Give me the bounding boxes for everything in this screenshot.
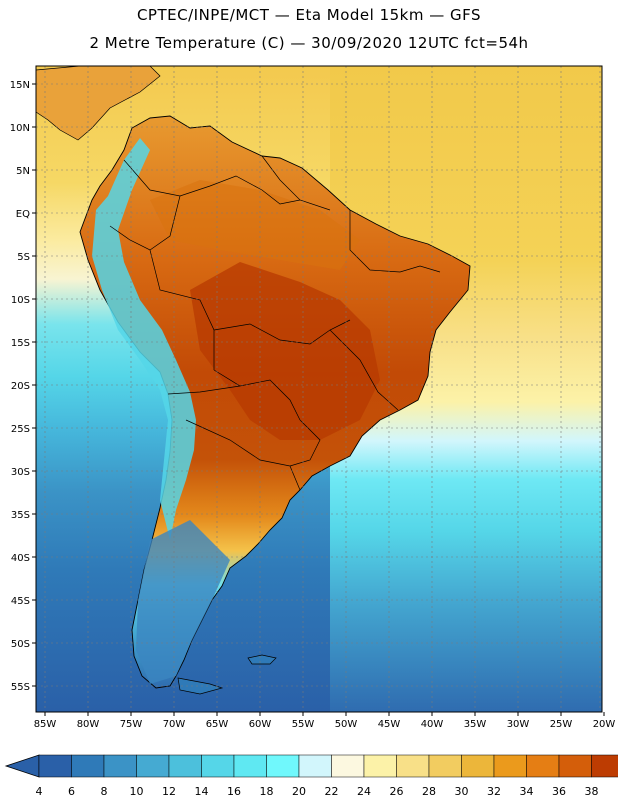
colorbar-swatch: [266, 754, 300, 778]
andes-cold-strip: [92, 138, 196, 540]
lat-tick-label: 50S: [11, 639, 30, 650]
colorbar-swatch: [71, 754, 105, 778]
colorbar-label: 16: [227, 785, 241, 798]
plot-frame: [35, 65, 603, 713]
lon-tick-label: 45W: [378, 719, 401, 730]
colorbar-label: 12: [162, 785, 176, 798]
colorbar-swatch: [396, 754, 430, 778]
longitude-ticks: 85W 80W 75W 70W 65W 60W 55W 50W 45W 40W 35W 30W 25W 2…: [34, 712, 616, 730]
colorbar-swatch: [363, 754, 397, 778]
lat-tick-label: 20S: [11, 381, 30, 392]
colorbar-swatch: [461, 754, 495, 778]
lat-tick-label: 25S: [11, 424, 30, 435]
lat-tick-label: 35S: [11, 510, 30, 521]
colorbar-label: 34: [520, 785, 534, 798]
lat-tick-label: 10N: [10, 123, 30, 134]
lon-tick-label: 85W: [34, 719, 57, 730]
lat-tick-label: 55S: [11, 682, 30, 693]
colorbar-swatch: [136, 754, 170, 778]
lon-tick-label: 40W: [421, 719, 444, 730]
lat-tick-label: 5S: [17, 252, 30, 263]
latitude-ticks: 15N 10N 5N EQ 5S 10S 15S 20S 25S 30S 35S 40S 45S 50S 5…: [10, 80, 36, 693]
colorbar-label: 18: [260, 785, 274, 798]
lon-tick-label: 30W: [507, 719, 530, 730]
map-subtitle: 2 Metre Temperature (C) — 30/09/2020 12U…: [89, 34, 529, 52]
colorbar-swatch: [201, 754, 235, 778]
lat-tick-label: 40S: [11, 553, 30, 564]
lat-tick-label: 30S: [11, 467, 30, 478]
colorbar-label: 38: [585, 785, 599, 798]
falkland-islands: [247, 654, 277, 665]
lat-tick-label: 10S: [11, 295, 30, 306]
lon-tick-label: 65W: [206, 719, 229, 730]
colorbar-swatch: [168, 754, 202, 778]
colorbar-label: 30: [455, 785, 469, 798]
colorbar-swatch: [331, 754, 365, 778]
map-title: CPTEC/INPE/MCT — Eta Model 15km — GFS: [136, 6, 482, 24]
lon-tick-label: 25W: [550, 719, 573, 730]
colorbar-label: 24: [357, 785, 371, 798]
lat-tick-label: 15S: [11, 338, 30, 349]
tierra-del-fuego: [177, 677, 224, 695]
patagonia-cold: [136, 520, 230, 684]
colorbar-swatch: [558, 754, 592, 778]
colorbar-swatch: [493, 754, 527, 778]
lon-tick-label: 35W: [464, 719, 487, 730]
lon-tick-label: 50W: [335, 719, 358, 730]
graticule: [36, 66, 602, 712]
colorbar-low-arrow: [4, 754, 40, 778]
hot-core-region: [190, 262, 380, 440]
lon-tick-label: 70W: [163, 719, 186, 730]
colorbar-label: 20: [292, 785, 306, 798]
lon-tick-label: 75W: [120, 719, 143, 730]
colorbar-label: 14: [195, 785, 209, 798]
lon-tick-label: 60W: [249, 719, 272, 730]
colorbar-label: 6: [68, 785, 75, 798]
country-borders: [109, 155, 441, 491]
lat-tick-label: 45S: [11, 596, 30, 607]
colorbar-label: 28: [422, 785, 436, 798]
colorbar-swatch: [591, 754, 618, 778]
colorbar: 4 6 8 10 12 14 16 18 20 22 24 26 28 30 32 34 36 38: [4, 754, 618, 798]
lon-tick-label: 80W: [77, 719, 100, 730]
colorbar-label: 8: [101, 785, 108, 798]
temperature-field: [36, 66, 602, 712]
colorbar-swatch: [298, 754, 332, 778]
colorbar-swatch: [233, 754, 267, 778]
colorbar-label: 22: [325, 785, 339, 798]
central-america-land: [36, 66, 161, 141]
colorbar-swatch: [428, 754, 462, 778]
warm-amazon-region: [150, 180, 360, 270]
lon-tick-label: 55W: [292, 719, 315, 730]
colorbar-swatch: [103, 754, 137, 778]
colorbar-label: 4: [36, 785, 43, 798]
colorbar-label: 26: [390, 785, 404, 798]
lon-tick-label: 20W: [593, 719, 616, 730]
colorbar-label: 36: [552, 785, 566, 798]
colorbar-swatch: [38, 754, 72, 778]
lat-tick-label: EQ: [16, 209, 30, 220]
colorbar-label: 32: [487, 785, 501, 798]
lat-tick-label: 5N: [16, 166, 30, 177]
colorbar-label: 10: [130, 785, 144, 798]
colorbar-swatch: [526, 754, 560, 778]
lat-tick-label: 15N: [10, 80, 30, 91]
